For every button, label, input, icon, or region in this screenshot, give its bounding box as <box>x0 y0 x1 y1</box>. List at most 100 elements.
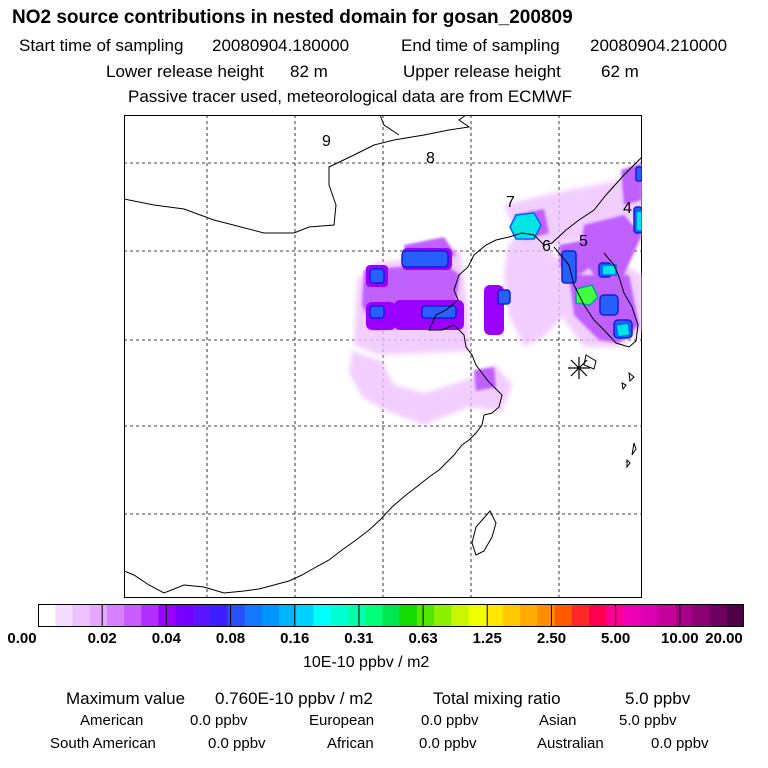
plume-hotspot <box>497 289 511 305</box>
region-name: Australian <box>537 735 604 752</box>
colorbar-cell <box>485 604 504 627</box>
end-time-value: 20080904.210000 <box>590 36 728 55</box>
colorbar-cell <box>261 604 280 627</box>
total-mixing-label: Total mixing ratio <box>433 689 561 708</box>
end-time-label: End time of sampling <box>401 36 560 55</box>
region-name: African <box>327 735 374 752</box>
plume-mid <box>474 367 496 391</box>
plume-peak <box>615 322 631 338</box>
total-mixing-value: 5.0 ppbv <box>625 689 691 708</box>
island <box>631 442 637 456</box>
border-line <box>379 115 400 136</box>
colorbar-tick-label: 5.00 <box>601 630 631 647</box>
colorbar-cell <box>38 604 56 627</box>
colorbar-cell <box>382 604 401 627</box>
colorbar-cell <box>296 604 315 627</box>
colorbar-cell <box>554 604 573 627</box>
plume-outer <box>504 233 564 347</box>
colorbar-cell <box>434 604 452 627</box>
region-label: 9 <box>322 133 331 150</box>
colorbar-cell <box>365 604 383 627</box>
plume-peak <box>601 264 617 276</box>
colorbar-tick-label: 0.63 <box>408 630 438 647</box>
coastlines <box>124 115 642 594</box>
colorbar-cell <box>640 604 659 627</box>
island <box>628 371 635 383</box>
colorbar-cell <box>692 604 711 627</box>
colorbar-tick-label: 0.31 <box>344 630 374 647</box>
plume-outer <box>349 351 469 425</box>
region-name: Asian <box>539 712 577 729</box>
colorbar-cell <box>192 604 211 627</box>
lower-height-value: 82 m <box>290 62 328 81</box>
colorbar-cell <box>330 604 349 627</box>
colorbar-cell <box>89 604 108 627</box>
plume-mid <box>580 215 642 275</box>
colorbar-cell <box>399 604 418 627</box>
colorbar-cell <box>106 604 125 627</box>
region-value: 0.0 ppbv <box>190 712 248 729</box>
plume-peak <box>509 212 542 240</box>
region-value: 5.0 ppbv <box>619 712 677 729</box>
colorbar-tick-label: 20.00 <box>705 630 743 647</box>
region-name: American <box>80 712 144 729</box>
colorbar-cell <box>468 604 487 627</box>
max-value-label: Maximum value <box>66 689 186 708</box>
colorbar-cell <box>175 604 194 627</box>
region-label: 6 <box>542 238 551 255</box>
colorbar-tick-label: 0.04 <box>151 630 181 647</box>
receptor-asterisk-icon <box>568 357 590 379</box>
border-line <box>124 115 471 234</box>
colorbar-cell <box>502 604 521 627</box>
upper-height-value: 62 m <box>601 62 639 81</box>
plume-hotspot <box>421 305 457 319</box>
region-name: South American <box>50 735 156 752</box>
colorbar-cell <box>675 604 693 627</box>
max-value: 0.760E-10 ppbv / m2 <box>215 689 373 708</box>
plume-hotspot <box>369 305 385 319</box>
colorbar-cell <box>726 604 744 627</box>
colorbar-cell <box>571 604 590 627</box>
plot-title: NO2 source contributions in nested domai… <box>12 7 573 28</box>
region-label: 4 <box>623 200 632 217</box>
colorbar-cell <box>141 604 160 627</box>
colorbar-cell <box>520 604 538 627</box>
plume-peak <box>635 210 642 232</box>
island <box>626 458 631 469</box>
colorbar-cell <box>709 604 728 627</box>
colorbar-cell <box>227 604 246 627</box>
colorbar-tick-label: 0.08 <box>215 630 246 647</box>
colorbar-tick-label: 2.50 <box>536 630 567 647</box>
colorbar-unit: 10E-10 ppbv / m2 <box>303 654 430 671</box>
upper-height-label: Upper release height <box>403 62 561 81</box>
colorbar-cell <box>537 604 556 627</box>
colorbar-cell <box>279 604 297 627</box>
colorbar-tick-label: 1.25 <box>472 630 502 647</box>
colorbar-cell <box>244 604 263 627</box>
colorbar-cell <box>124 604 142 627</box>
island <box>621 382 627 391</box>
coastline-china <box>124 156 642 594</box>
colorbar-tick-label: 0.16 <box>280 630 310 647</box>
lower-height-label: Lower release height <box>106 62 264 81</box>
colorbar-tick-label: 0.02 <box>87 630 117 647</box>
colorbar-cell <box>55 604 74 627</box>
region-label: 5 <box>579 233 588 250</box>
colorbar-cell <box>347 604 366 627</box>
colorbar-cell <box>210 604 229 627</box>
region-value: 0.0 ppbv <box>421 712 479 729</box>
island-taiwan <box>471 510 497 556</box>
colorbar-cell <box>158 604 177 627</box>
region-value: 0.0 ppbv <box>419 735 477 752</box>
region-label: 7 <box>506 194 515 211</box>
region-value: 0.0 ppbv <box>208 735 266 752</box>
tracer-note: Passive tracer used, meteorological data… <box>128 87 573 106</box>
region-value: 0.0 ppbv <box>651 735 709 752</box>
start-time-label: Start time of sampling <box>19 36 184 55</box>
region-name: European <box>309 712 375 729</box>
region-label: 8 <box>426 150 435 167</box>
plume-hotspot <box>401 250 449 268</box>
colorbar-tick-label: 10.00 <box>661 630 699 647</box>
colorbar-cell <box>72 604 91 627</box>
colorbar <box>38 604 744 627</box>
